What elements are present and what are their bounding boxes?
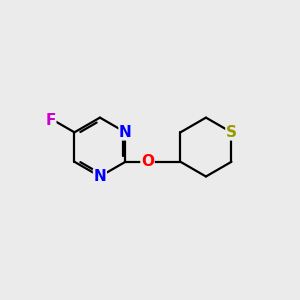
Text: F: F xyxy=(45,113,56,128)
Text: S: S xyxy=(226,125,237,140)
Text: N: N xyxy=(119,125,132,140)
Text: N: N xyxy=(94,169,106,184)
Text: O: O xyxy=(141,154,154,169)
